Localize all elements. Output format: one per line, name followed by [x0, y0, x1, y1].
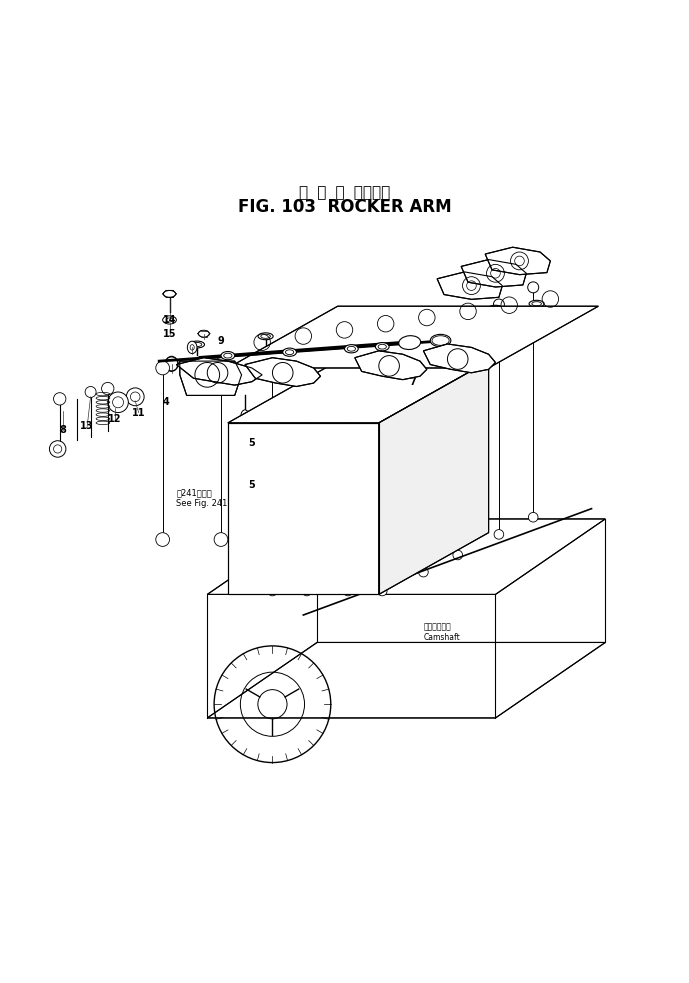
Polygon shape [207, 519, 605, 595]
Ellipse shape [241, 447, 249, 460]
Text: 7: 7 [410, 376, 416, 386]
Ellipse shape [163, 290, 176, 297]
Text: 1: 1 [282, 353, 289, 363]
Circle shape [126, 388, 144, 406]
Ellipse shape [221, 352, 235, 360]
Circle shape [267, 586, 277, 596]
Polygon shape [461, 260, 526, 287]
Ellipse shape [364, 320, 380, 327]
Circle shape [50, 440, 66, 457]
Text: 3: 3 [211, 376, 218, 386]
Text: 5: 5 [249, 480, 255, 490]
Text: 4: 4 [163, 397, 169, 407]
Polygon shape [355, 351, 427, 379]
Circle shape [493, 299, 504, 310]
Text: 図241図参照
See Fig. 241: 図241図参照 See Fig. 241 [176, 489, 228, 508]
Ellipse shape [446, 311, 462, 318]
Text: 15: 15 [163, 328, 176, 339]
Circle shape [54, 392, 66, 405]
Circle shape [101, 382, 114, 395]
Circle shape [418, 337, 429, 348]
Ellipse shape [428, 343, 440, 360]
Polygon shape [379, 361, 489, 595]
Ellipse shape [163, 316, 176, 324]
Circle shape [294, 454, 313, 474]
Ellipse shape [189, 341, 205, 348]
Text: FIG. 103  ROCKER ARM: FIG. 103 ROCKER ARM [238, 198, 451, 215]
Polygon shape [176, 358, 262, 385]
Circle shape [377, 356, 388, 367]
Polygon shape [485, 247, 551, 274]
Circle shape [85, 386, 96, 397]
Circle shape [156, 361, 169, 375]
Circle shape [453, 550, 462, 559]
Ellipse shape [344, 345, 358, 353]
Text: 9: 9 [516, 254, 523, 263]
Circle shape [343, 586, 353, 596]
Polygon shape [207, 643, 605, 718]
Bar [252, 457, 307, 498]
Circle shape [214, 533, 228, 547]
Text: 5: 5 [249, 438, 255, 448]
Circle shape [494, 530, 504, 540]
Text: 12: 12 [108, 415, 121, 425]
Circle shape [342, 454, 361, 474]
Text: 14: 14 [163, 315, 176, 325]
Text: カムシャフト
Camshaft: カムシャフト Camshaft [424, 622, 460, 642]
Text: 8: 8 [60, 425, 67, 434]
Circle shape [378, 586, 387, 596]
Bar [245, 450, 313, 505]
Polygon shape [180, 361, 242, 395]
Polygon shape [245, 358, 320, 386]
Circle shape [419, 567, 429, 577]
Circle shape [528, 282, 539, 293]
Text: 13: 13 [81, 422, 94, 432]
Ellipse shape [165, 356, 178, 372]
Polygon shape [424, 344, 495, 373]
Polygon shape [228, 423, 379, 595]
Circle shape [342, 356, 353, 367]
Ellipse shape [198, 330, 209, 337]
Circle shape [528, 512, 538, 522]
Circle shape [302, 586, 311, 596]
Polygon shape [437, 272, 502, 300]
Ellipse shape [430, 334, 451, 347]
Ellipse shape [399, 335, 421, 350]
Text: 11: 11 [132, 408, 145, 418]
Circle shape [267, 356, 278, 367]
Ellipse shape [282, 348, 296, 356]
Text: 9: 9 [464, 274, 471, 284]
Ellipse shape [258, 333, 273, 340]
Ellipse shape [376, 343, 389, 351]
Ellipse shape [187, 341, 197, 354]
Text: 6: 6 [204, 372, 211, 381]
Circle shape [214, 358, 228, 372]
Ellipse shape [488, 306, 503, 313]
Ellipse shape [241, 410, 249, 422]
Polygon shape [228, 307, 599, 368]
Text: 9: 9 [218, 335, 225, 346]
Circle shape [107, 392, 128, 413]
Text: 2: 2 [300, 349, 307, 359]
Circle shape [246, 454, 265, 474]
Ellipse shape [320, 325, 335, 332]
Circle shape [156, 533, 169, 547]
Text: ロ ッ カ アーム・: ロ ッ カ アーム・ [299, 186, 390, 201]
Circle shape [301, 356, 312, 367]
Polygon shape [228, 361, 489, 423]
Text: 10: 10 [320, 342, 334, 352]
Ellipse shape [511, 253, 528, 263]
Ellipse shape [406, 316, 421, 322]
Text: 9: 9 [410, 308, 416, 318]
Circle shape [452, 319, 463, 330]
Ellipse shape [529, 301, 544, 307]
